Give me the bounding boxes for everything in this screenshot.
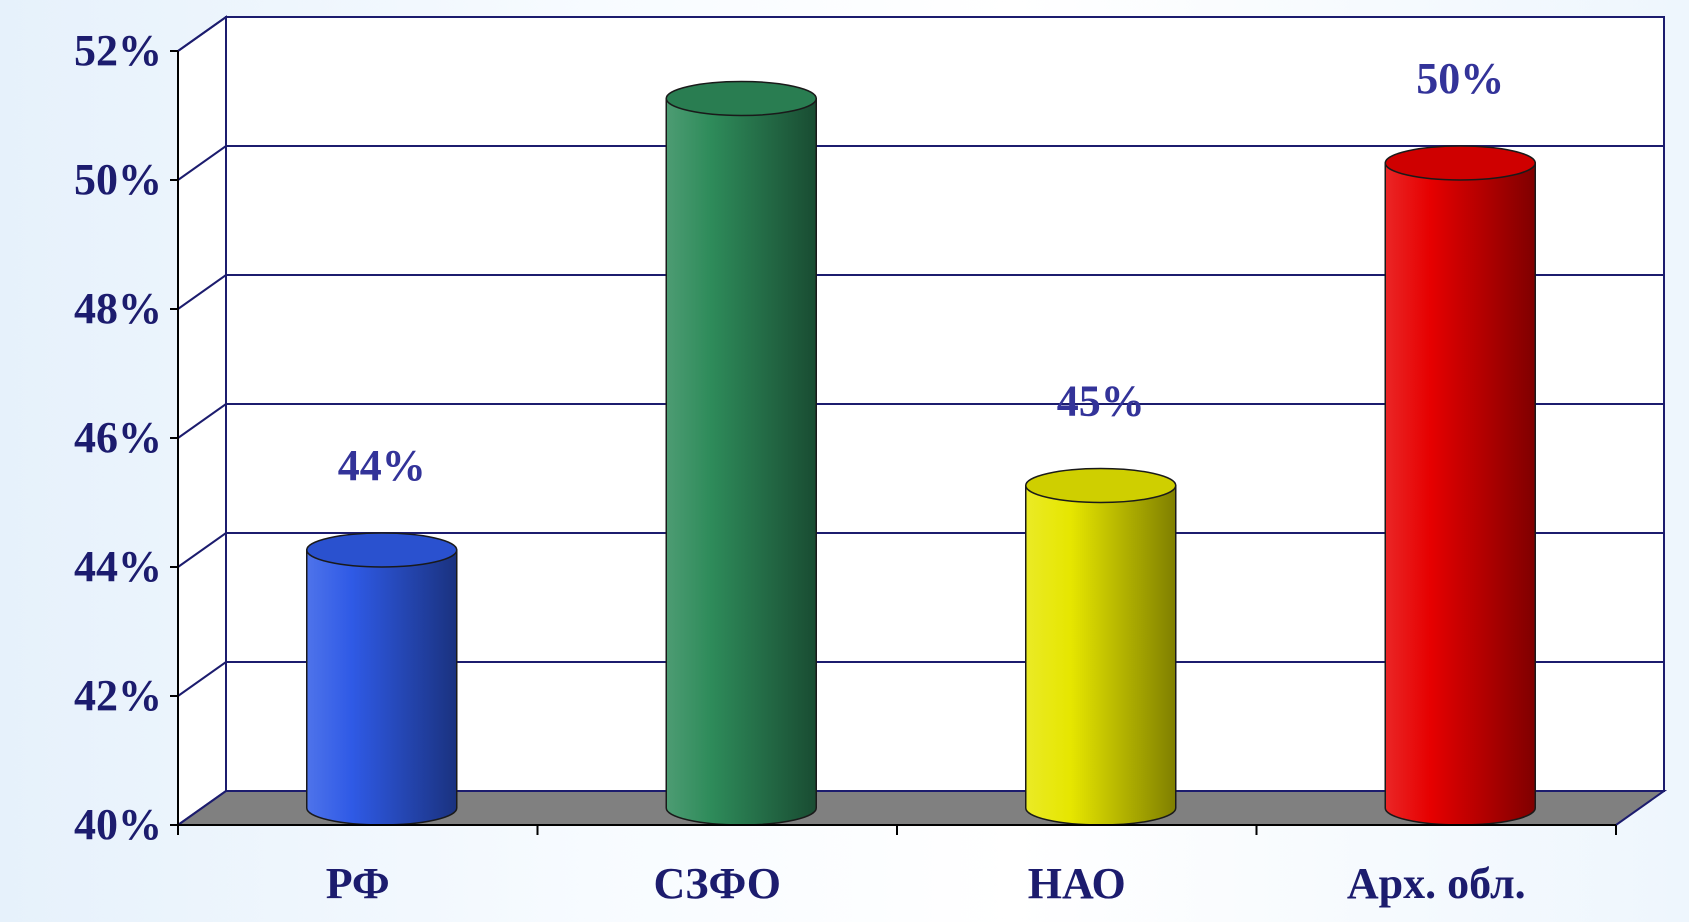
gridline: [177, 145, 1664, 181]
y-tick-label: 40%: [74, 800, 162, 849]
y-tick-label: 48%: [74, 284, 162, 333]
data-label: 44%: [338, 441, 426, 490]
bar: [1384, 162, 1536, 826]
category-label: Арх. обл.: [1347, 859, 1526, 908]
category-label: НАО: [1028, 859, 1126, 908]
bar: [306, 549, 458, 826]
bar: [1025, 484, 1177, 826]
data-label: 50%: [1416, 54, 1504, 103]
y-tick-label: 46%: [74, 413, 162, 462]
bar: [665, 97, 817, 826]
y-tick-label: 44%: [74, 542, 162, 591]
category-label: РФ: [326, 859, 390, 908]
y-tick-label: 52%: [74, 26, 162, 75]
data-label: 45%: [1057, 377, 1145, 426]
y-tick-label: 50%: [74, 155, 162, 204]
category-label: СЗФО: [653, 859, 781, 908]
bar-top: [1384, 145, 1536, 181]
gridline: [177, 532, 1664, 568]
bar-top: [306, 532, 458, 568]
y-tick-label: 42%: [74, 671, 162, 720]
gridline: [177, 274, 1664, 310]
bar-top: [665, 80, 817, 117]
bar-top: [1025, 467, 1177, 504]
gridline: [177, 661, 1664, 697]
gridline: [177, 403, 1664, 439]
gridline: [177, 16, 1664, 52]
